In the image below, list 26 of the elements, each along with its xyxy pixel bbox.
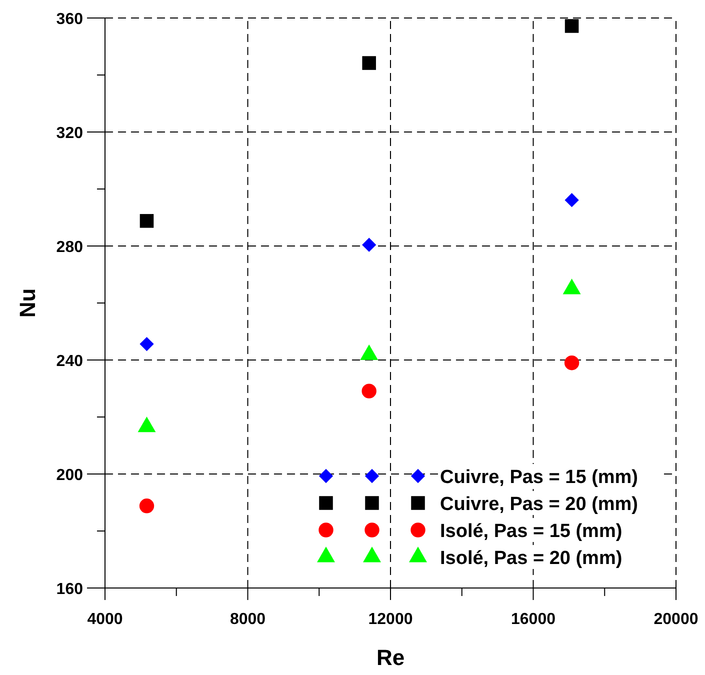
x-axis-title: Re: [376, 645, 405, 670]
legend-label: Isolé, Pas = 15 (mm): [440, 521, 622, 542]
x-tick-label: 4000: [87, 611, 123, 628]
y-tick-label: 360: [56, 11, 84, 28]
point: [362, 238, 376, 252]
legend-label: Cuivre, Pas = 20 (mm): [440, 494, 638, 515]
x-tick-label: 16000: [511, 611, 556, 628]
y-tick-label: 240: [56, 353, 84, 370]
y-tick-label: 200: [56, 467, 84, 484]
x-tick-label: 12000: [368, 611, 413, 628]
point: [362, 56, 376, 70]
point: [564, 193, 579, 208]
point: [140, 214, 154, 228]
y-axis-title: Nu: [15, 288, 40, 318]
point: [139, 498, 154, 514]
x-tick-label: 8000: [230, 611, 266, 628]
y-tick-label: 280: [56, 239, 84, 256]
point: [140, 336, 154, 352]
legend-label: Isolé, Pas = 20 (mm): [440, 548, 622, 569]
point: [564, 19, 579, 33]
y-tick-label: 160: [56, 581, 84, 598]
point: [362, 384, 376, 398]
x-tick-label: 20000: [654, 611, 698, 628]
y-tick-label: 320: [56, 125, 84, 142]
legend-label: Cuivre, Pas = 15 (mm): [440, 467, 638, 488]
point: [564, 356, 580, 370]
